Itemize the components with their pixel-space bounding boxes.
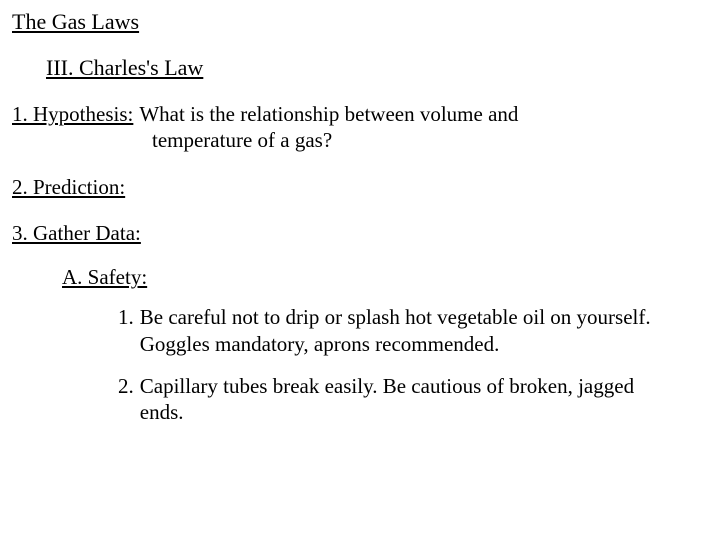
safety-1-text: Be careful not to drip or splash hot veg… [140,304,678,357]
safety-entry-2: 2. Capillary tubes break easily. Be caut… [118,373,678,426]
safety-2-text: Capillary tubes break easily. Be cautiou… [140,373,678,426]
main-title: The Gas Laws [12,8,708,36]
item-prediction: 2. Prediction: [12,174,708,200]
document-page: The Gas Laws III. Charles's Law 1. Hypot… [0,0,720,453]
safety-2-number: 2. [118,373,140,399]
hypothesis-label: 1. Hypothesis: [12,101,133,127]
safety-label: A. Safety: [62,265,147,289]
subitem-safety: A. Safety: [62,264,708,290]
prediction-label: 2. Prediction: [12,175,125,199]
gather-data-label: 3. Gather Data: [12,221,141,245]
item-hypothesis: 1. Hypothesis: What is the relationship … [12,101,708,154]
safety-1-number: 1. [118,304,140,330]
section-title: III. Charles's Law [46,54,708,82]
item-gather-data: 3. Gather Data: [12,220,708,246]
hypothesis-text-line2: temperature of a gas? [152,127,708,153]
hypothesis-text-line1: What is the relationship between volume … [139,101,518,127]
safety-entry-1: 1. Be careful not to drip or splash hot … [118,304,678,357]
